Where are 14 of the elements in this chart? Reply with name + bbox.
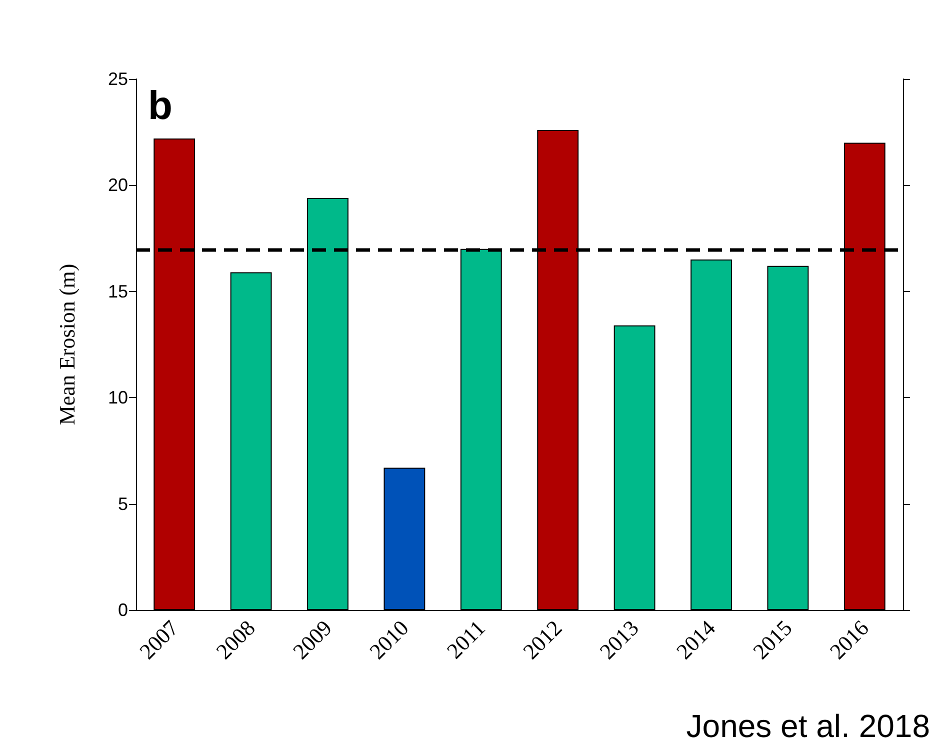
bar	[690, 260, 732, 610]
bar	[614, 325, 656, 610]
y-tick-label: 10	[108, 388, 128, 408]
bar	[230, 272, 272, 610]
bar	[767, 266, 809, 610]
y-tick-label: 5	[118, 494, 128, 514]
y-tick-label: 0	[118, 600, 128, 620]
y-tick-label: 20	[108, 175, 128, 196]
bar	[384, 468, 426, 610]
y-tick-label: 15	[108, 281, 128, 302]
annotation: b	[148, 84, 172, 128]
y-axis-title: Mean Erosion (m)	[54, 264, 80, 426]
y-tick-label: 25	[108, 69, 128, 89]
text: Jones et al. 2018	[686, 708, 930, 744]
